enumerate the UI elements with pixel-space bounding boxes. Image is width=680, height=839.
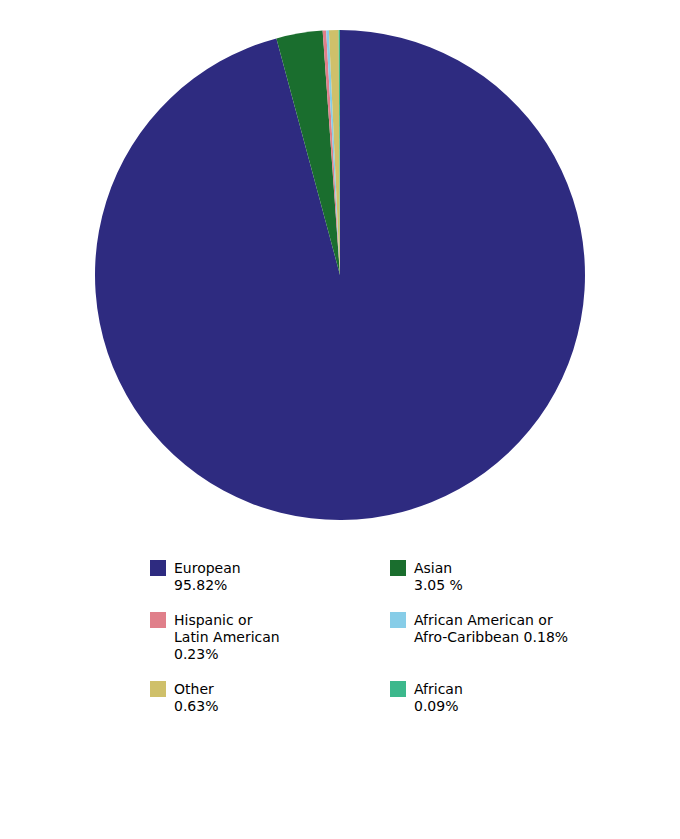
- legend-item: Hispanic orLatin American0.23%: [150, 612, 280, 662]
- pie-slice: [339, 30, 340, 275]
- legend-swatch: [390, 560, 406, 576]
- legend-swatch: [390, 612, 406, 628]
- legend-swatch: [390, 681, 406, 697]
- legend: European95.82% Asian3.05 % Hispanic orLati…: [150, 560, 568, 714]
- legend-item: African American orAfro-Caribbean 0.18%: [390, 612, 568, 645]
- legend-item: Asian3.05 %: [390, 560, 463, 593]
- legend-item: Other0.63%: [150, 681, 218, 714]
- pie: [95, 30, 585, 520]
- legend-label: European95.82%: [174, 560, 241, 593]
- legend-label: Other0.63%: [174, 681, 218, 714]
- legend-swatch: [150, 612, 166, 628]
- legend-label: African0.09%: [414, 681, 463, 714]
- legend-label: Hispanic orLatin American0.23%: [174, 612, 280, 662]
- pie-slice: [95, 30, 585, 520]
- legend-swatch: [150, 681, 166, 697]
- legend-label: Asian3.05 %: [414, 560, 463, 593]
- chart: European95.82% Asian3.05 % Hispanic orLati…: [0, 0, 680, 839]
- pie-slice: [323, 30, 340, 275]
- legend-item: European95.82%: [150, 560, 241, 593]
- pie-slice: [326, 30, 340, 275]
- pie-slice: [329, 30, 340, 275]
- pie-slice: [276, 31, 340, 275]
- legend-label: African American orAfro-Caribbean 0.18%: [414, 612, 568, 645]
- legend-item: African0.09%: [390, 681, 463, 714]
- legend-swatch: [150, 560, 166, 576]
